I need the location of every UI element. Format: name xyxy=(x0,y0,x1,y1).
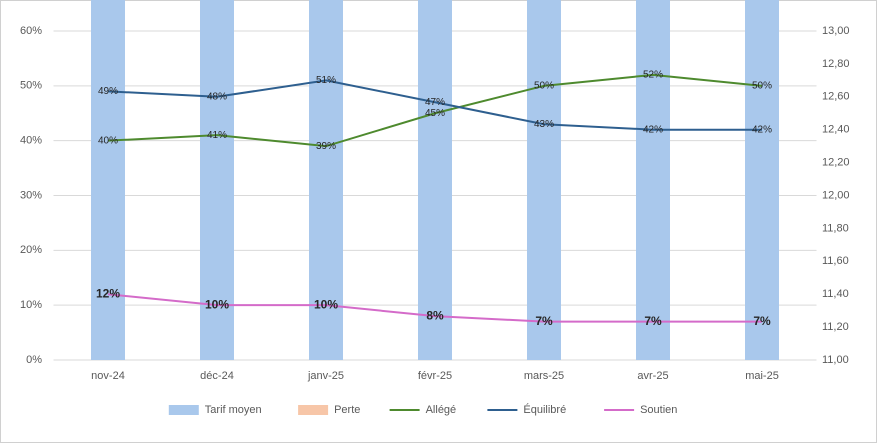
line-value-label: 41% xyxy=(207,130,227,141)
line-value-label: 47% xyxy=(425,97,445,108)
y-tick-label: 20% xyxy=(20,244,42,256)
x-tick-label: févr-25 xyxy=(418,370,452,382)
legend-label: Tarif moyen xyxy=(205,404,262,416)
line-value-label: 12% xyxy=(96,286,120,300)
y2-tick-label: 12,40 xyxy=(822,124,850,136)
y-tick-label: 0% xyxy=(26,354,42,366)
line-value-label: 39% xyxy=(316,141,336,152)
x-tick-label: mars-25 xyxy=(524,370,564,382)
line xyxy=(107,79,762,131)
legend-label: Allégé xyxy=(426,404,457,416)
x-tick-label: avr-25 xyxy=(637,370,668,382)
y-tick-label: 10% xyxy=(20,299,42,311)
y2-tick-label: 12,60 xyxy=(822,91,850,103)
line-value-label: 49% xyxy=(98,86,118,97)
line-value-label: 42% xyxy=(643,124,663,135)
bar xyxy=(309,0,343,360)
y-tick-label: 50% xyxy=(20,80,42,92)
y-tick-label: 40% xyxy=(20,135,42,147)
line-value-label: 50% xyxy=(534,80,554,91)
line-value-label: 43% xyxy=(534,119,554,130)
bar xyxy=(91,0,125,360)
line xyxy=(107,293,762,323)
line-value-label: 7% xyxy=(535,314,553,328)
bar xyxy=(418,0,452,360)
x-tick-label: mai-25 xyxy=(745,370,779,382)
y2-tick-label: 11,40 xyxy=(822,288,849,300)
y2-tick-label: 11,00 xyxy=(822,354,849,366)
y2-tick-label: 11,60 xyxy=(822,255,849,267)
line-value-label: 48% xyxy=(207,91,227,102)
y-tick-label: 60% xyxy=(20,25,42,37)
line-value-label: 40% xyxy=(98,135,118,146)
line xyxy=(107,73,763,148)
bar xyxy=(527,0,561,360)
legend-swatch xyxy=(298,405,329,415)
line-value-label: 42% xyxy=(752,124,772,135)
y2-tick-label: 12,00 xyxy=(822,189,850,201)
line-value-label: 51% xyxy=(316,75,336,86)
line-value-label: 8% xyxy=(426,308,444,322)
x-tick-label: janv-25 xyxy=(307,370,344,382)
legend-label: Soutien xyxy=(640,404,677,416)
line-value-label: 7% xyxy=(644,314,662,328)
line-value-label: 10% xyxy=(314,297,338,311)
x-tick-label: nov-24 xyxy=(91,370,125,382)
legend-swatch xyxy=(168,405,199,415)
line-value-label: 52% xyxy=(643,70,663,81)
y2-tick-label: 11,80 xyxy=(822,222,849,234)
y2-tick-label: 12,20 xyxy=(822,157,850,169)
line-value-label: 10% xyxy=(205,297,229,311)
y-tick-label: 30% xyxy=(20,189,42,201)
x-tick-label: déc-24 xyxy=(200,370,234,382)
legend-label: Équilibré xyxy=(523,403,566,416)
y2-tick-label: 11,20 xyxy=(822,321,849,333)
bar xyxy=(745,0,779,360)
bar xyxy=(636,0,670,360)
line-value-label: 45% xyxy=(425,108,445,119)
line-value-label: 50% xyxy=(752,80,772,91)
bar xyxy=(200,0,234,360)
legend-label: Perte xyxy=(334,404,360,416)
y2-tick-label: 13,00 xyxy=(822,25,850,37)
line-value-label: 7% xyxy=(753,314,771,328)
y2-tick-label: 12,80 xyxy=(822,58,850,70)
